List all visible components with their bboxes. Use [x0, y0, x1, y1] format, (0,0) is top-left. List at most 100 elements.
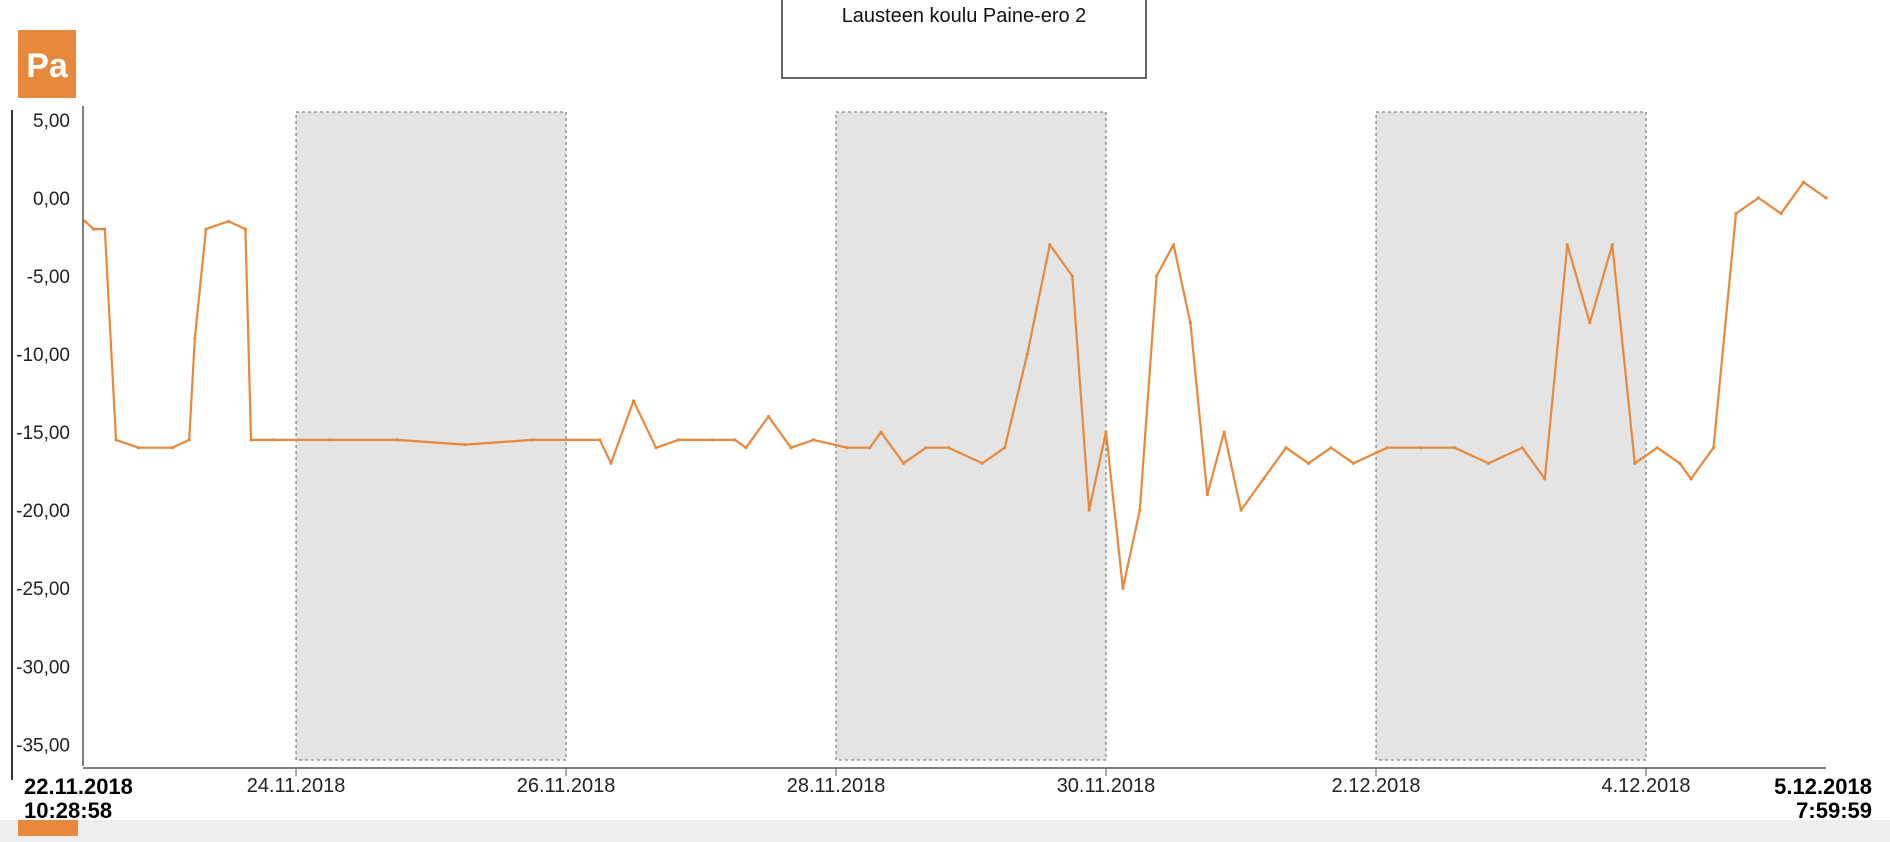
data-point — [1284, 446, 1288, 450]
data-point — [1025, 352, 1029, 356]
data-point — [1655, 446, 1659, 450]
x-tick-label: 30.11.2018 — [1057, 775, 1156, 797]
data-point — [1048, 243, 1052, 247]
data-point — [609, 461, 613, 465]
data-point — [1087, 508, 1091, 512]
data-point — [1588, 321, 1592, 325]
y-tick-label: -30,00 — [16, 657, 70, 678]
weekend-band-1 — [295, 111, 567, 761]
data-point — [530, 438, 534, 442]
data-point — [879, 430, 883, 434]
data-point — [631, 399, 636, 403]
data-point — [1351, 461, 1356, 465]
data-point — [1188, 321, 1192, 325]
data-point — [395, 438, 399, 442]
y-tick-label: -15,00 — [16, 423, 70, 444]
data-point — [1121, 586, 1125, 590]
data-point — [1824, 196, 1828, 200]
data-point — [1385, 446, 1389, 450]
data-point — [1138, 508, 1142, 512]
data-point — [654, 446, 658, 450]
data-point — [676, 438, 681, 442]
data-point — [1756, 196, 1761, 200]
data-point — [1306, 461, 1311, 465]
x-end-date: 5.12.2018 — [1774, 774, 1872, 799]
data-point — [924, 446, 928, 450]
data-point — [204, 227, 208, 231]
data-point — [463, 442, 467, 447]
data-point — [226, 219, 231, 223]
data-point — [1155, 274, 1159, 278]
data-point — [733, 438, 737, 442]
data-point — [1070, 274, 1074, 278]
data-point — [1261, 477, 1266, 481]
y-tick-label: -10,00 — [16, 345, 70, 366]
data-point — [1222, 430, 1226, 434]
data-point — [83, 219, 87, 223]
data-point — [1419, 446, 1423, 450]
data-point — [328, 438, 332, 442]
chart-title: Lausteen koulu Paine-ero 2 — [842, 5, 1087, 27]
data-point — [845, 446, 849, 450]
unit-badge — [18, 30, 76, 98]
data-point — [1689, 477, 1693, 481]
data-point — [91, 227, 96, 231]
x-tick-label: 24.11.2018 — [247, 775, 346, 797]
x-tick-label: 26.11.2018 — [517, 775, 616, 797]
data-point — [249, 438, 253, 442]
weekend-band-2 — [835, 111, 1107, 761]
x-start-time: 10:28:58 — [24, 798, 112, 823]
data-point — [1104, 430, 1108, 434]
data-point — [193, 336, 197, 341]
data-point — [598, 438, 602, 442]
data-point — [1734, 211, 1738, 216]
y-tick-label: 5,00 — [33, 111, 70, 132]
data-point — [1205, 492, 1209, 497]
data-point — [789, 446, 793, 450]
data-point — [811, 438, 816, 442]
y-tick-label: 0,00 — [33, 189, 70, 210]
data-point — [980, 461, 984, 465]
data-point — [901, 461, 906, 465]
data-point — [1239, 508, 1243, 512]
data-point — [868, 446, 872, 450]
data-point — [1453, 446, 1457, 450]
y-tick-label: -20,00 — [16, 501, 70, 522]
x-end-time: 7:59:59 — [1796, 798, 1872, 823]
data-point — [1565, 243, 1569, 247]
data-point — [1329, 446, 1333, 450]
data-point — [1543, 477, 1547, 481]
data-point — [1801, 180, 1806, 184]
data-point — [271, 438, 276, 442]
weekend-band-3 — [1375, 111, 1647, 761]
data-point — [1486, 461, 1491, 465]
data-point — [1678, 461, 1682, 465]
y-tick-label: -5,00 — [27, 267, 70, 288]
data-point — [1003, 446, 1007, 450]
data-point — [1711, 446, 1716, 450]
data-point — [946, 446, 951, 450]
y-tick-label: -35,00 — [16, 735, 70, 756]
data-point — [1171, 243, 1176, 247]
data-point — [243, 227, 248, 231]
data-point — [136, 446, 141, 450]
data-point — [114, 438, 118, 442]
data-point — [187, 438, 191, 442]
unit-label: Pa — [26, 47, 69, 85]
data-point — [1520, 446, 1524, 450]
data-point — [744, 446, 748, 450]
x-tick-label: 2.12.2018 — [1332, 775, 1421, 797]
data-point — [1779, 211, 1783, 216]
data-point — [710, 438, 714, 442]
data-point — [103, 227, 107, 231]
data-point — [170, 446, 174, 450]
x-tick-label: 4.12.2018 — [1602, 775, 1691, 797]
data-point — [766, 414, 771, 419]
data-point — [1633, 461, 1637, 465]
x-start-date: 22.11.2018 — [24, 774, 133, 799]
title-box — [781, 0, 1147, 79]
x-tick-label: 28.11.2018 — [787, 775, 886, 797]
data-point — [1610, 243, 1614, 247]
y-tick-label: -25,00 — [16, 579, 70, 600]
